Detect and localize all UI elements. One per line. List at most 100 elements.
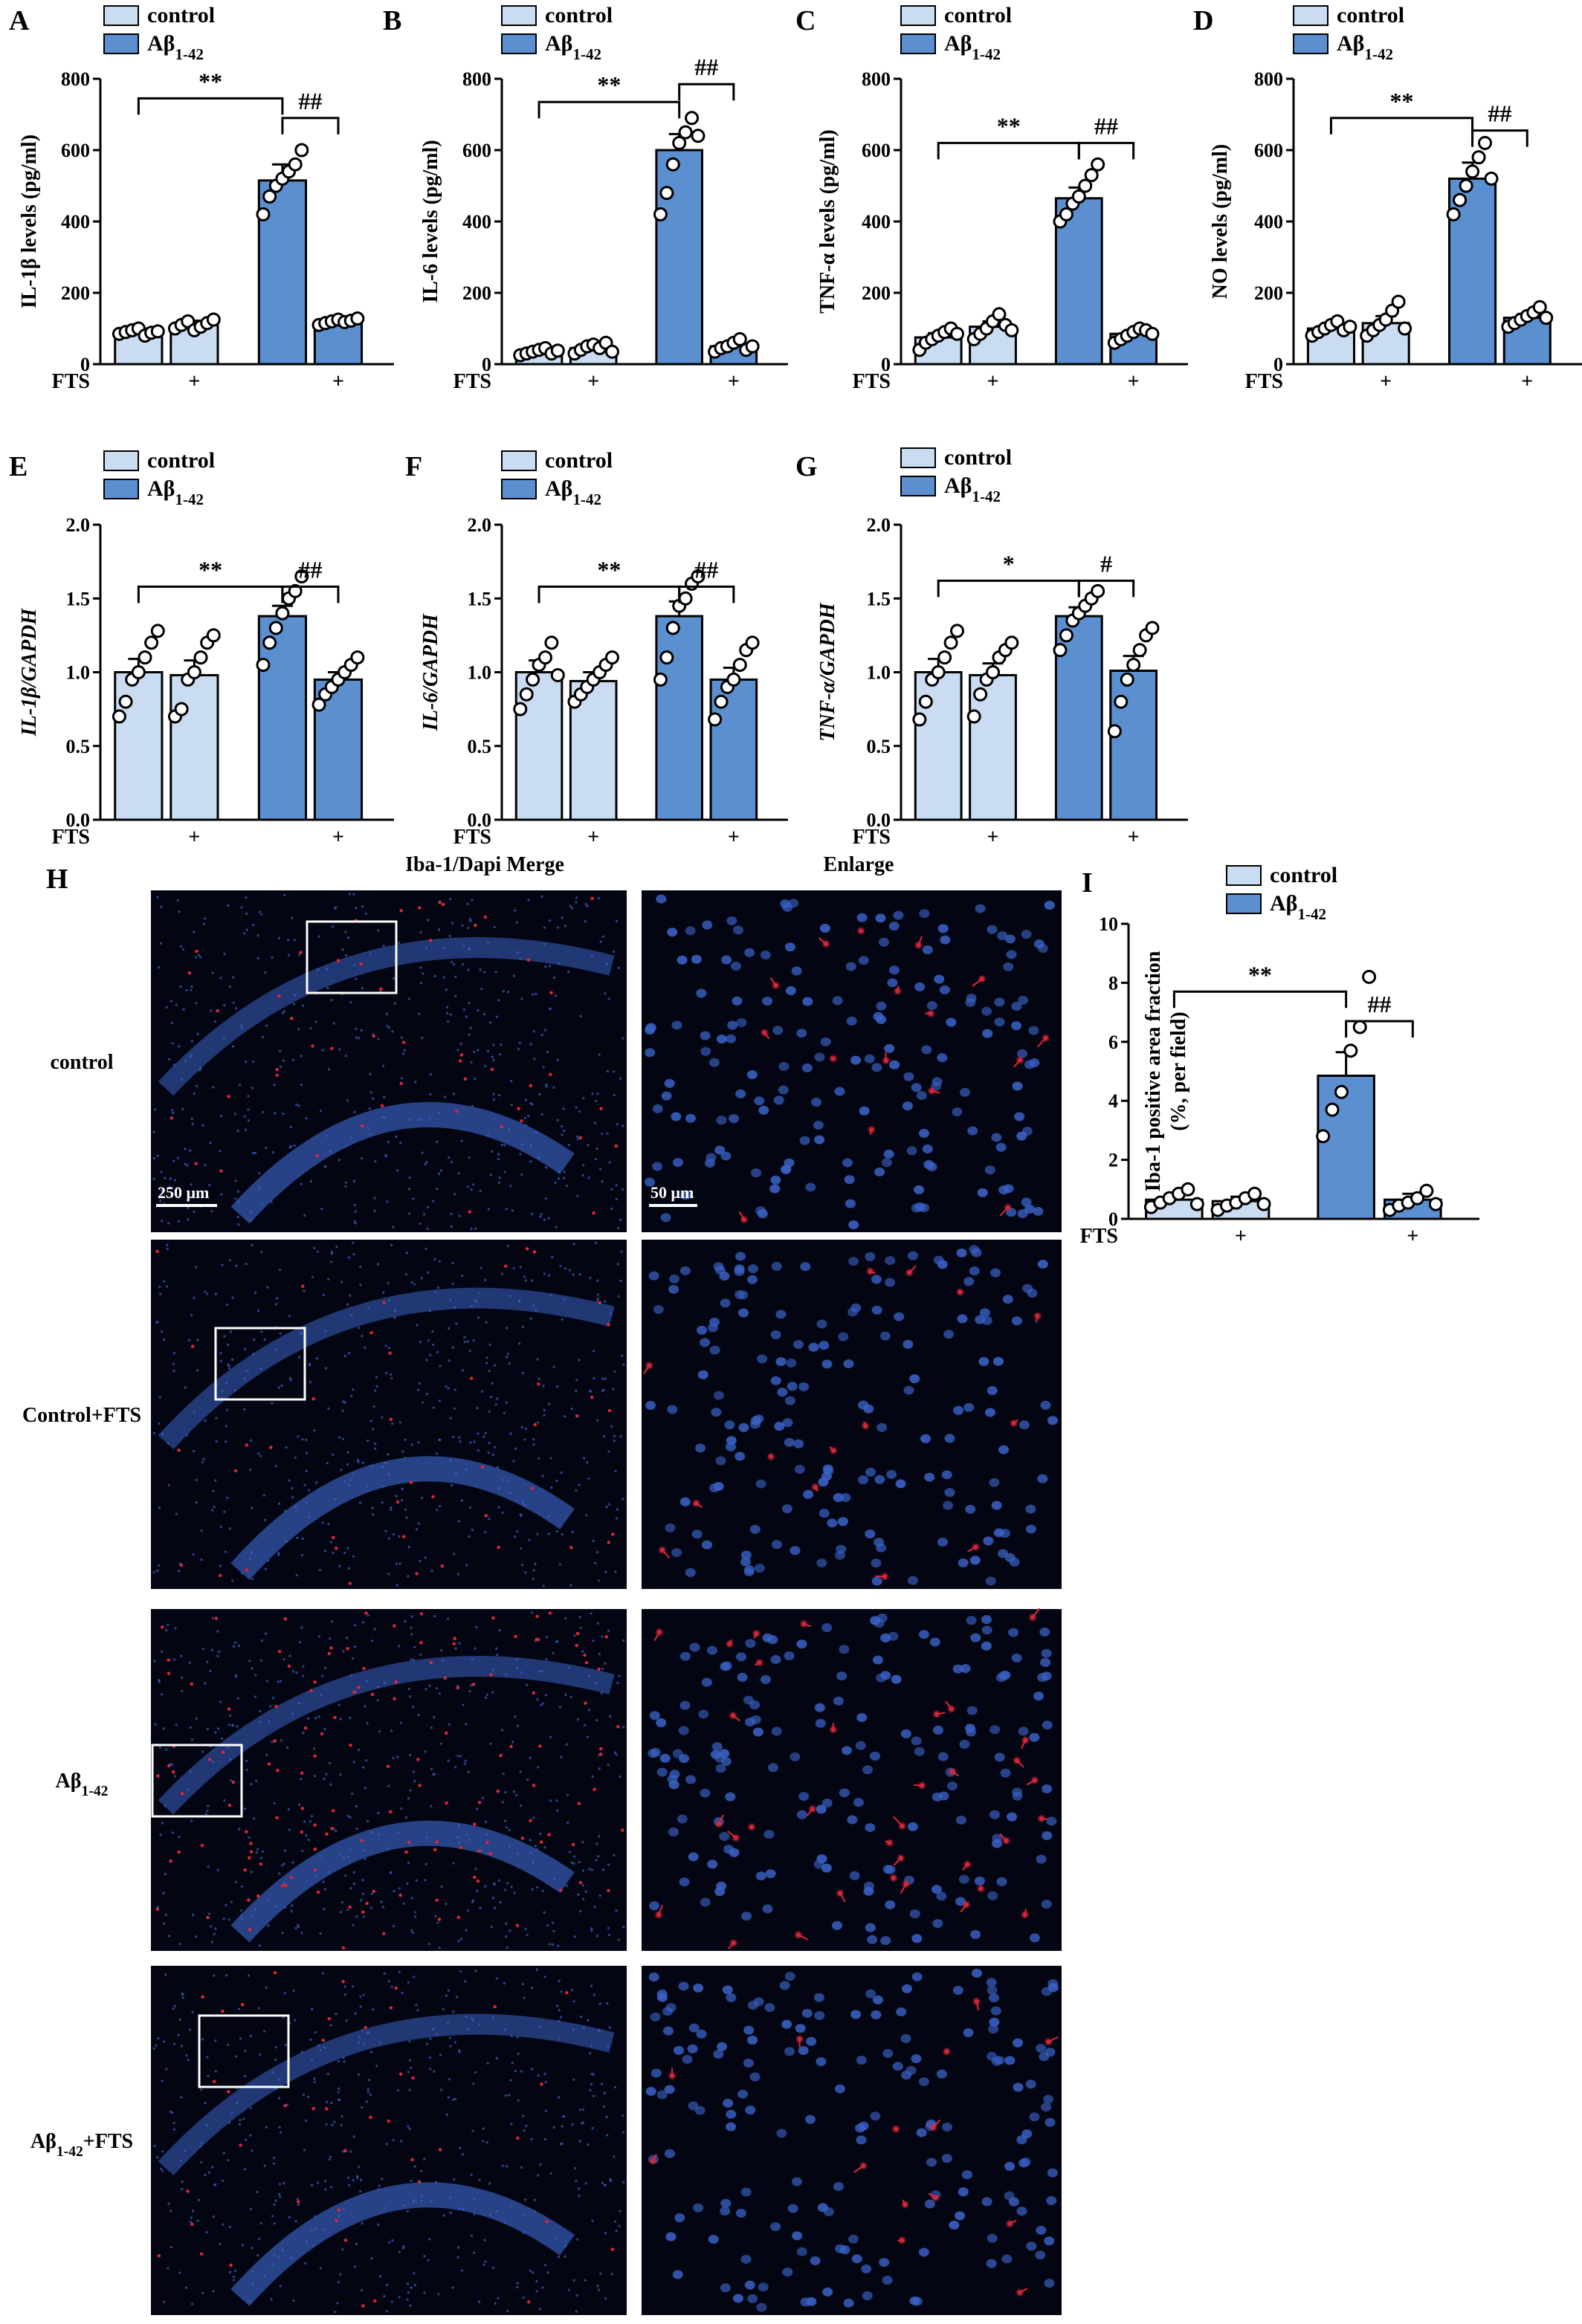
y-tick-label: 400	[61, 211, 90, 233]
fts-plus: +	[1407, 1225, 1418, 1248]
data-point	[943, 635, 958, 650]
fts-row-label: FTS	[1245, 370, 1283, 393]
significance-bracket	[537, 100, 681, 119]
fts-row-label: FTS	[1080, 1225, 1118, 1248]
merge-image	[151, 1966, 627, 2315]
y-axis-label: TNF-α levels (pg/ml)	[816, 129, 839, 313]
y-tick-label: 10	[1099, 913, 1118, 935]
panel-label: B	[383, 5, 401, 36]
data-point	[138, 650, 152, 665]
significance-bracket	[1077, 141, 1135, 160]
data-point	[519, 687, 534, 702]
legend-swatch-control	[103, 5, 139, 26]
significance-bracket	[1345, 1020, 1414, 1038]
zoom-box	[198, 2014, 290, 2088]
data-point	[112, 709, 126, 724]
legend-label-control: control	[147, 448, 215, 473]
data-point	[604, 650, 619, 665]
significance-label: **	[198, 556, 222, 583]
data-point	[513, 702, 528, 716]
data-point	[1325, 1102, 1340, 1117]
legend-label-control: control	[545, 448, 613, 473]
data-point	[912, 712, 927, 727]
data-point	[1539, 311, 1554, 326]
y-axis-label: TNF-α/GAPDH	[816, 602, 839, 742]
enlarged-nuclei	[645, 1245, 1059, 1586]
micrograph-row-3: Aβ1-42+FTS	[30, 1966, 1062, 2315]
data-point	[1247, 1186, 1262, 1201]
fts-plus: +	[987, 370, 999, 393]
legend: control Aβ1-42	[501, 3, 613, 63]
bar-0	[114, 671, 164, 821]
fts-row-label: FTS	[453, 826, 491, 849]
legend-swatch-abeta	[1226, 893, 1262, 914]
bar-0	[914, 671, 963, 821]
fts-plus: +	[1128, 370, 1140, 393]
data-point	[950, 624, 965, 638]
fts-plus: +	[728, 370, 740, 393]
y-tick-label: 2.0	[867, 514, 891, 536]
panel-label: E	[9, 451, 28, 482]
bar-2	[1317, 1074, 1375, 1220]
fts-plus: +	[188, 826, 200, 849]
dentate-gyrus	[230, 1820, 575, 1943]
iba1-signal	[155, 1247, 615, 1585]
y-tick-label: 1.5	[468, 588, 492, 609]
data-point	[653, 672, 668, 687]
y-tick-label: 2.0	[468, 514, 492, 536]
significance-bracket	[1172, 990, 1348, 1009]
data-point	[1059, 207, 1074, 221]
y-tick-label: 1.0	[66, 662, 91, 684]
legend-label-abeta: Aβ1-42	[1270, 891, 1326, 923]
dentate-gyrus	[230, 1101, 575, 1224]
data-point	[1120, 672, 1134, 687]
data-point	[1446, 207, 1461, 221]
data-point	[659, 650, 674, 665]
enlarged-iba1	[650, 1998, 1059, 2296]
fts-plus: +	[188, 370, 200, 393]
bar-2	[655, 615, 704, 821]
scale-label-merge: 250 μm	[158, 1183, 209, 1202]
y-tick-label: 1.5	[66, 588, 91, 609]
significance-label: ##	[1367, 991, 1391, 1017]
data-point	[268, 621, 283, 635]
ca-pyramidal-layer	[158, 1287, 615, 1450]
data-point	[659, 186, 674, 201]
enlarged-nuclei	[645, 1969, 1059, 2312]
data-point	[672, 135, 687, 150]
data-point	[745, 339, 760, 354]
data-point	[1484, 171, 1499, 186]
data-point	[187, 665, 201, 679]
enlarge-title: Enlarge	[824, 853, 894, 876]
fts-plus: +	[1521, 370, 1533, 393]
significance-label: ##	[298, 88, 322, 114]
significance-bracket	[937, 579, 1080, 598]
legend: control Aβ1-42	[1226, 863, 1337, 923]
y-axis-label-2: (%, per field)	[1167, 1012, 1190, 1130]
data-point	[1059, 628, 1074, 643]
data-point	[256, 658, 271, 673]
significance-bracket	[137, 97, 284, 115]
data-point	[1478, 135, 1493, 150]
data-point	[1126, 658, 1141, 673]
data-point	[118, 694, 133, 709]
y-tick-label: 200	[862, 282, 891, 304]
data-point	[714, 694, 729, 709]
significance-bracket	[1329, 117, 1474, 135]
fts-plus: +	[1128, 826, 1140, 849]
data-point	[1053, 643, 1068, 658]
y-tick-label: 6	[1108, 1032, 1118, 1053]
significance-label: **	[1248, 961, 1272, 988]
data-point	[550, 667, 565, 682]
data-point	[931, 665, 946, 679]
data-point	[653, 207, 668, 221]
y-tick-label: 400	[462, 211, 491, 233]
y-axis-label: IL-1β levels (pg/ml)	[18, 135, 41, 308]
fts-plus: +	[332, 826, 344, 849]
data-point	[973, 687, 988, 702]
y-tick-label: 0	[482, 354, 491, 375]
